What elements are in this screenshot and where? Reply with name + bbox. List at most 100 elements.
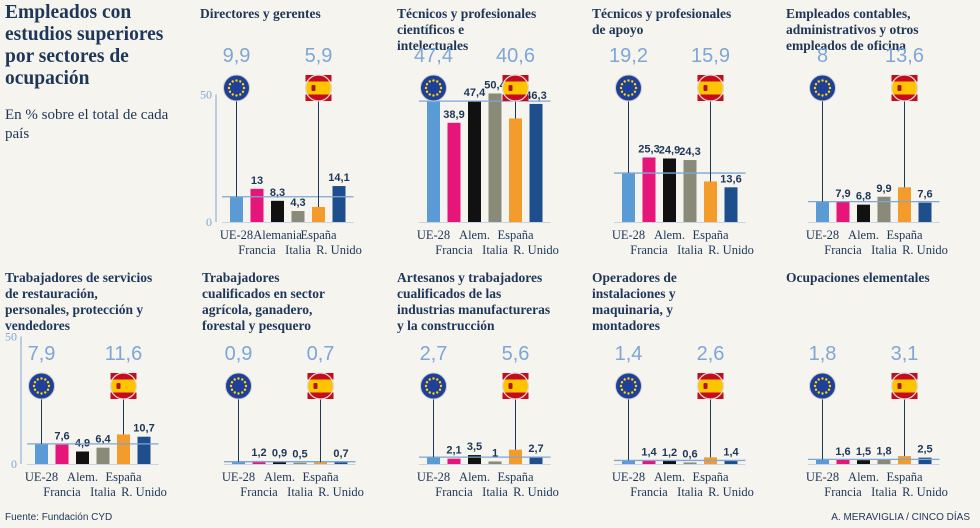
bar-alemania xyxy=(663,158,676,222)
chart-title: y la construcción xyxy=(397,318,495,333)
x-tick-label: R. Unido xyxy=(316,243,362,257)
bar-italia xyxy=(488,461,502,464)
eu-flag-icon xyxy=(809,372,836,400)
spain-flag-icon xyxy=(696,372,725,400)
spain-flag-icon xyxy=(501,372,530,400)
bar-espa-a xyxy=(509,118,522,222)
eu-value-label: 9,9 xyxy=(223,45,251,67)
x-tick-label: R. Unido xyxy=(902,243,948,257)
bar-francia xyxy=(250,188,264,222)
x-tick-label: UE-28 xyxy=(417,470,450,484)
chart-panel: Directores y gerentes 50 0 13 8,3 4,3 14,1 9,9 5… xyxy=(200,6,362,257)
bar-value-label: 3,5 xyxy=(467,441,482,453)
chart-title: Ocupaciones elementales xyxy=(786,270,930,285)
x-tick-label: UE-28 xyxy=(612,228,645,242)
bar-espa-a xyxy=(312,206,325,222)
chart-title: personales, protección y xyxy=(5,302,143,317)
es-value-label: 40,6 xyxy=(496,45,535,67)
bar-alemania xyxy=(663,460,676,464)
x-tick-label: UE-28 xyxy=(222,470,255,484)
x-tick-label: Italia xyxy=(677,485,703,499)
chart-title: vendedores xyxy=(5,318,70,333)
chart-title: administrativos y otros xyxy=(786,22,919,37)
bar-r-unido xyxy=(918,202,932,222)
bar-value-label: 24,3 xyxy=(679,146,700,158)
x-tick-label: Francia xyxy=(435,243,473,257)
bar-francia xyxy=(447,458,461,464)
chart-title: Operadores de xyxy=(592,270,677,285)
x-tick-label: España xyxy=(886,470,923,484)
bar-alemania xyxy=(468,101,481,222)
x-tick-label: R. Unido xyxy=(121,485,167,499)
bar-value-label: 50,4 xyxy=(484,79,506,91)
x-tick-label: Italia xyxy=(871,243,897,257)
bar-value-label: 4,3 xyxy=(290,197,305,209)
eu-flag-icon xyxy=(420,74,447,102)
bar-value-label: 1,6 xyxy=(835,446,850,458)
x-tick-label: Alem. xyxy=(264,470,295,484)
eu-value-label: 2,7 xyxy=(420,343,448,365)
x-tick-label: España xyxy=(497,470,534,484)
bar-alemania xyxy=(857,204,870,222)
eu-flag-icon xyxy=(615,74,642,102)
x-tick-label: Alem. xyxy=(848,470,879,484)
chart-title: forestal y pesquero xyxy=(202,318,311,333)
bar-alemania xyxy=(857,460,870,464)
bar-r-unido xyxy=(334,462,348,464)
bar-espa-a xyxy=(704,181,717,222)
bar-espa-a xyxy=(898,187,911,222)
chart-title: Artesanos y trabajadores xyxy=(397,270,542,285)
bar-value-label: 2,7 xyxy=(528,443,543,455)
x-tick-label: Italia xyxy=(482,485,508,499)
bar-value-label: 14,1 xyxy=(328,172,349,184)
chart-title: Directores y gerentes xyxy=(200,6,321,21)
chart-title: Trabajadores de servicios xyxy=(5,270,152,285)
x-tick-label: España xyxy=(692,470,729,484)
bar-francia xyxy=(836,201,850,222)
credit-note: A. MERAVIGLIA / CINCO DÍAS xyxy=(831,512,970,523)
bar-value-label: 0,5 xyxy=(292,449,307,461)
bar-italia xyxy=(293,462,307,464)
x-tick-label: España xyxy=(497,228,534,242)
eu-flag-icon xyxy=(615,372,642,400)
bar-value-label: 0,7 xyxy=(333,448,348,460)
eu-flag-icon xyxy=(420,372,447,400)
bar-value-label: 0,6 xyxy=(682,448,697,460)
x-tick-label: Italia xyxy=(677,243,703,257)
x-tick-label: Italia xyxy=(871,485,897,499)
x-tick-label: UE-28 xyxy=(417,228,450,242)
bar-value-label: 2,1 xyxy=(446,445,461,457)
page-title: Empleados con estudios superiores por se… xyxy=(5,2,164,89)
bar-r-unido xyxy=(529,457,543,464)
bar-francia xyxy=(836,459,850,464)
bar-italia xyxy=(683,160,697,222)
es-value-label: 13,6 xyxy=(885,45,924,67)
spain-flag-icon xyxy=(501,74,530,102)
x-tick-label: Italia xyxy=(90,485,116,499)
bar-francia xyxy=(447,122,461,222)
bar-italia xyxy=(683,462,697,464)
chart-title: industrias manufactureras xyxy=(397,302,550,317)
x-tick-label: España xyxy=(300,228,337,242)
bar-value-label: 1 xyxy=(492,447,498,459)
es-value-label: 5,9 xyxy=(305,45,333,67)
x-tick-label: UE-28 xyxy=(612,470,645,484)
chart-title: empleados de oficina xyxy=(786,38,906,53)
bar-value-label: 46,3 xyxy=(525,90,546,102)
bar-espa-a xyxy=(117,434,130,464)
x-tick-label: UE-28 xyxy=(806,470,839,484)
chart-title: maquinaria, y xyxy=(592,302,673,317)
x-tick-label: Francia xyxy=(630,485,668,499)
page-subtitle: En % sobre el total de cada país xyxy=(5,107,169,142)
bar-value-label: 1,4 xyxy=(723,446,739,458)
bar-italia xyxy=(877,196,891,222)
bar-value-label: 2,5 xyxy=(917,444,932,456)
bar-value-label: 24,9 xyxy=(659,145,680,157)
bar-francia xyxy=(252,460,266,464)
x-tick-label: R. Unido xyxy=(902,485,948,499)
